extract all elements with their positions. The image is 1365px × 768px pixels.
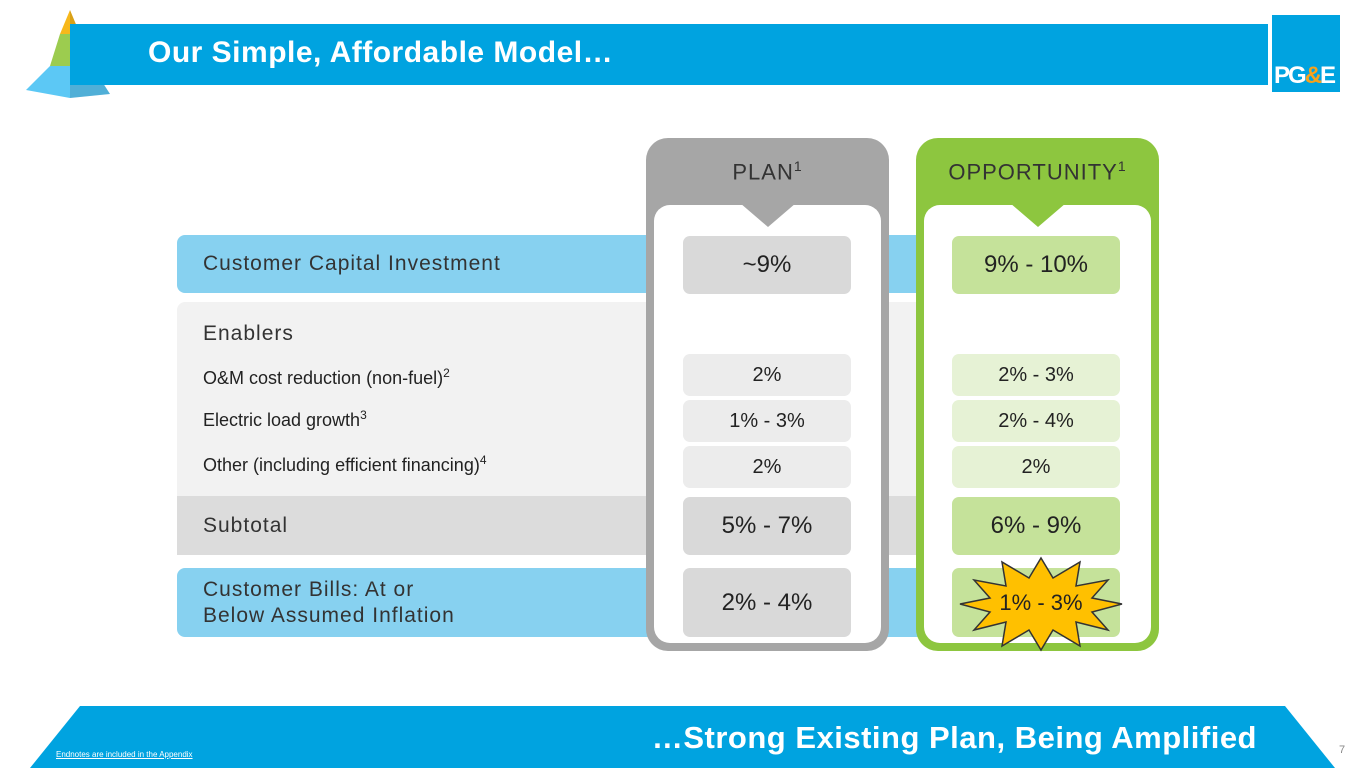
plan-bills: 2% - 4% [683, 568, 851, 637]
pge-logo: PG&E [1272, 15, 1340, 92]
footer-bar [30, 706, 1335, 768]
footer-tagline: …Strong Existing Plan, Being Amplified [651, 720, 1257, 755]
row-label-om: O&M cost reduction (non-fuel)2 [203, 366, 450, 388]
plan-heading: PLAN1 [732, 158, 803, 185]
row-label: Customer Capital Investment [203, 252, 501, 275]
endnotes-link[interactable]: Endnotes are included in the Appendix [56, 750, 193, 759]
plan-load: 1% - 3% [683, 400, 851, 442]
opportunity-heading: OPPORTUNITY1 [948, 158, 1127, 185]
plan-pointer [740, 203, 796, 227]
opportunity-other: 2% [952, 446, 1120, 488]
opportunity-subtotal: 6% - 9% [952, 497, 1120, 555]
opportunity-pointer [1010, 203, 1066, 227]
opportunity-capital: 9% - 10% [952, 236, 1120, 294]
row-label-other: Other (including efficient financing)4 [203, 453, 487, 475]
row-label-load: Electric load growth3 [203, 408, 367, 430]
opportunity-om: 2% - 3% [952, 354, 1120, 396]
opportunity-load: 2% - 4% [952, 400, 1120, 442]
row-label: Subtotal [203, 513, 289, 537]
row-label: Customer Bills: At or Below Assumed Infla… [203, 577, 455, 627]
plan-om: 2% [683, 354, 851, 396]
header-bar [70, 24, 1268, 85]
plan-other: 2% [683, 446, 851, 488]
plan-subtotal: 5% - 7% [683, 497, 851, 555]
page-number: 7 [1339, 744, 1346, 756]
page-title: Our Simple, Affordable Model… [148, 36, 614, 69]
plan-capital: ~9% [683, 236, 851, 294]
opportunity-bills: 1% - 3% [999, 590, 1083, 615]
enablers-heading: Enablers [203, 322, 294, 345]
starburst-icon [959, 556, 1123, 652]
